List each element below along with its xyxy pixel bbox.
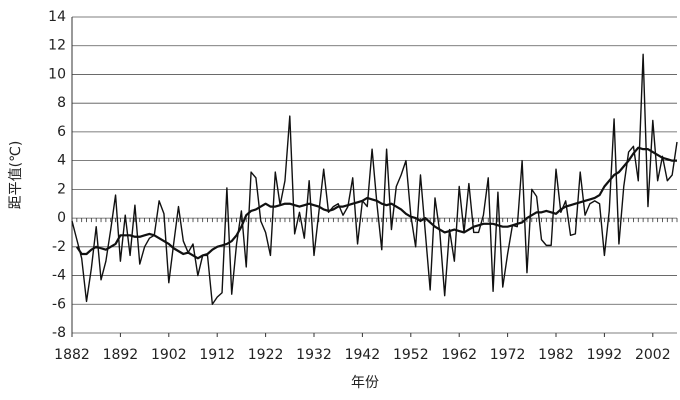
y-tick-label: -2 — [52, 239, 66, 255]
x-tick-label: 1992 — [587, 347, 623, 363]
y-tick-label: -6 — [52, 296, 66, 312]
y-tick-label: -8 — [52, 325, 66, 341]
x-tick-label: 1972 — [490, 347, 526, 363]
x-tick-label: 1962 — [441, 347, 477, 363]
y-tick-label: -4 — [52, 268, 66, 284]
y-tick-label: 10 — [48, 66, 66, 82]
x-tick-label: 1892 — [103, 347, 139, 363]
x-tick-label: 1982 — [538, 347, 574, 363]
x-tick-label: 2002 — [635, 347, 671, 363]
y-tick-label: 14 — [48, 9, 66, 25]
x-tick-label: 1922 — [248, 347, 284, 363]
x-axis-title: 年份 — [351, 375, 379, 391]
y-tick-label: 4 — [57, 153, 66, 169]
y-tick-label: 12 — [48, 38, 66, 54]
x-tick-label: 1942 — [345, 347, 381, 363]
x-tick-label: 1952 — [393, 347, 429, 363]
y-tick-label: 2 — [57, 181, 66, 197]
y-tick-label: 6 — [57, 124, 66, 140]
x-tick-label: 1902 — [151, 347, 187, 363]
data-line — [75, 146, 677, 260]
x-tick-label: 1912 — [199, 347, 235, 363]
x-tick-label: 1882 — [54, 347, 90, 363]
y-tick-label: 8 — [57, 95, 66, 111]
data-line — [71, 53, 678, 305]
x-tick-label: 1932 — [296, 347, 332, 363]
y-axis-title: 距平值(℃) — [8, 141, 24, 210]
y-tick-label: 0 — [57, 210, 66, 226]
